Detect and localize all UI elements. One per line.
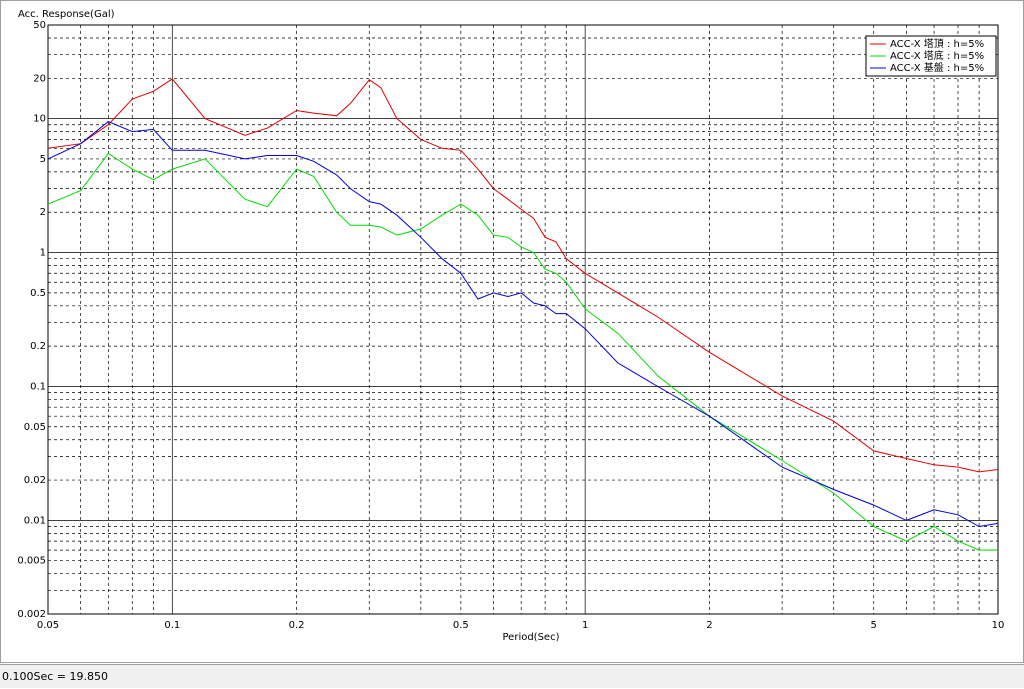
y-tick-label: 0.2 [30, 341, 46, 352]
y-tick-label: 0.5 [30, 288, 46, 299]
x-tick-label: 0.1 [164, 620, 180, 631]
y-tick-label: 1 [40, 248, 46, 259]
y-tick-label: 2 [40, 207, 46, 218]
x-tick-label: 0.05 [37, 620, 59, 631]
legend-label: ACC-X 基盤 : h=5% [890, 61, 984, 74]
legend-label: ACC-X 塔頂 : h=5% [890, 37, 984, 50]
y-tick-label: 0.05 [24, 422, 46, 433]
legend-box [865, 35, 997, 77]
plot-area [47, 24, 999, 615]
y-tick-label: 50 [33, 20, 46, 31]
chart: Acc. Response(Gal) Period(Sec) 0.05 0.1 0.… [0, 0, 1024, 663]
x-tick-label: 5 [871, 620, 877, 631]
y-tick-label: 0.002 [17, 609, 46, 620]
series-line [47, 121, 999, 528]
y-tick-label: 0.1 [30, 381, 46, 392]
y-tick-label: 10 [33, 114, 46, 125]
x-tick-label: 10 [992, 620, 1005, 631]
y-tick-label: 0.01 [24, 515, 46, 526]
y-tick-label: 5 [40, 154, 46, 165]
y-tick-label: 0.02 [24, 475, 46, 486]
y-tick-label: 20 [33, 73, 46, 84]
chart-title: Acc. Response(Gal) [18, 9, 115, 20]
x-tick-label: 0.2 [289, 620, 305, 631]
x-tick-label: 1 [582, 620, 588, 631]
status-bar: 0.100Sec = 19.850 [0, 664, 1024, 688]
series-line [47, 78, 999, 473]
x-tick-label: 0.5 [453, 620, 469, 631]
x-axis-label: Period(Sec) [503, 632, 560, 643]
y-tick-label: 0.005 [17, 556, 46, 567]
legend-label: ACC-X 塔底 : h=5% [890, 49, 984, 62]
x-tick-label: 2 [706, 620, 712, 631]
